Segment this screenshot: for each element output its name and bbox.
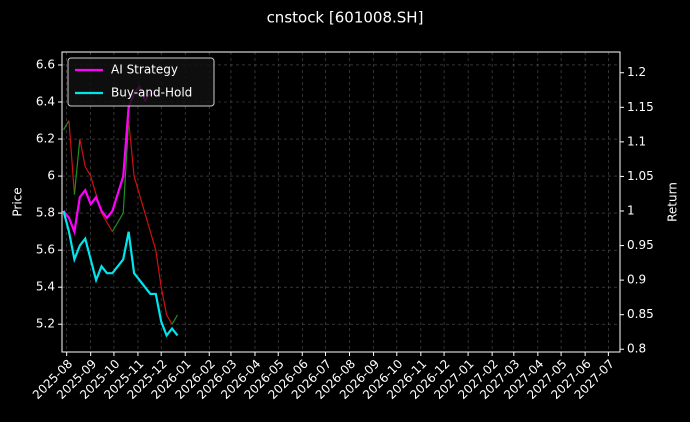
y-tick-label: 5.4 — [36, 280, 55, 294]
price-segment — [63, 120, 70, 131]
y2-tick-label: 0.8 — [627, 342, 646, 356]
y2-tick-label: 1.05 — [627, 169, 654, 183]
y2-tick-label: 0.85 — [627, 307, 654, 321]
y2-axis-label: Return — [666, 182, 680, 222]
y-tick-label: 5.8 — [36, 206, 55, 220]
y2-tick-label: 1.2 — [627, 65, 646, 79]
price-segment — [90, 175, 97, 195]
price-segment — [133, 175, 141, 195]
y2-tick-label: 0.9 — [627, 273, 646, 287]
y-tick-label: 6 — [47, 169, 55, 183]
y-tick-label: 6.6 — [36, 57, 55, 71]
legend-label: Buy-and-Hold — [111, 86, 192, 100]
price-segment — [138, 194, 146, 214]
series-line — [62, 210, 179, 338]
price-segment — [122, 120, 130, 214]
y-tick-label: 6.4 — [36, 95, 55, 109]
price-segment — [101, 212, 108, 223]
plot-frame — [61, 51, 621, 353]
y-tick-label: 5.2 — [36, 317, 55, 331]
y-axis-label: Price — [11, 187, 25, 216]
price-segment — [106, 222, 113, 232]
price-segment — [166, 314, 173, 325]
price-segment — [73, 138, 81, 195]
price-segment — [149, 231, 157, 251]
price-segment — [111, 212, 124, 232]
y-tick-label: 5.6 — [36, 243, 55, 257]
price-segment — [128, 120, 135, 177]
price-segment — [171, 314, 178, 325]
price-segment — [144, 212, 151, 232]
legend-label: AI Strategy — [111, 63, 178, 77]
y2-tick-label: 1 — [627, 203, 635, 217]
y2-tick-label: 1.15 — [627, 100, 654, 114]
price-segment — [160, 287, 168, 316]
y2-tick-label: 0.95 — [627, 238, 654, 252]
price-segment — [155, 250, 162, 288]
y-tick-label: 6.2 — [36, 132, 55, 146]
legend: AI Strategy Buy-and-Hold — [67, 57, 215, 107]
legend-box — [67, 57, 215, 107]
price-segment — [79, 138, 86, 167]
price-segment — [68, 120, 75, 195]
y2-tick-label: 1.1 — [627, 134, 646, 148]
price-segment — [84, 166, 92, 177]
chart-title: cnstock [601008.SH] — [267, 9, 424, 27]
